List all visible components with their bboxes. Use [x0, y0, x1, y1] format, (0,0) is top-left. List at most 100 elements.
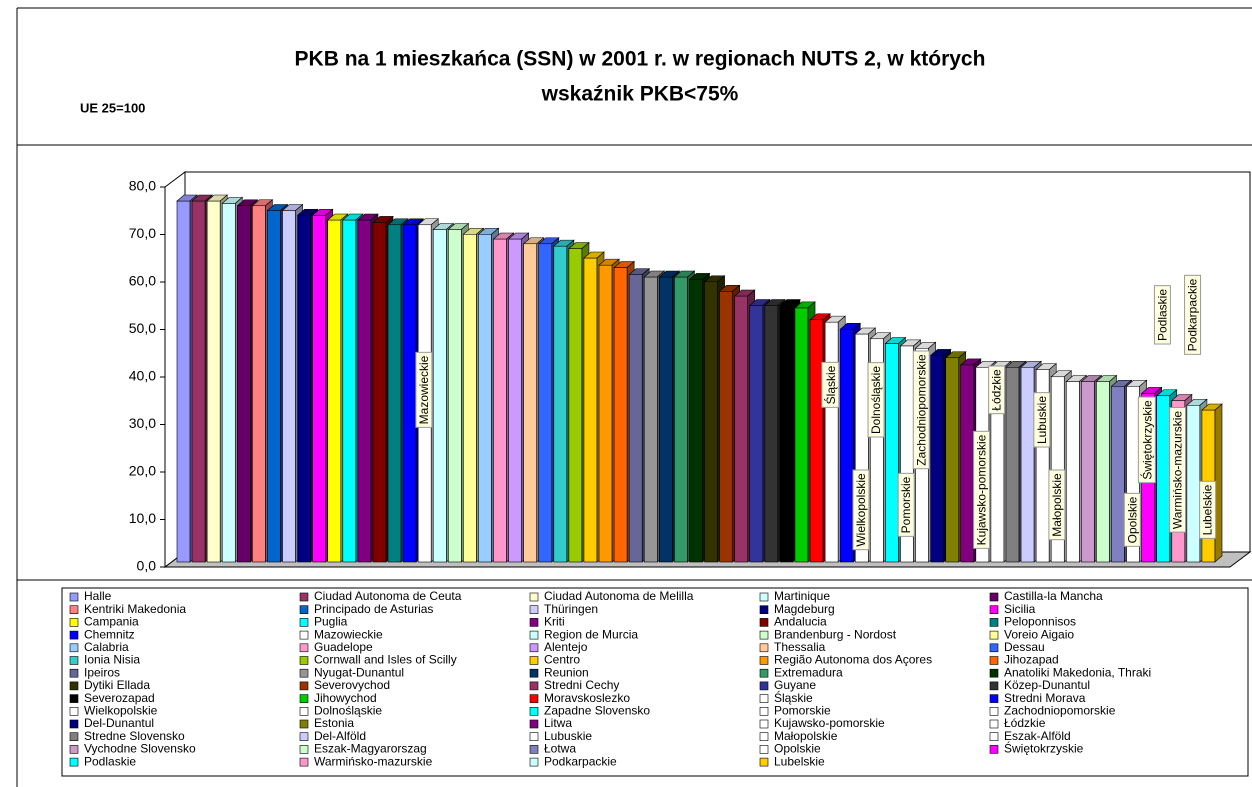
legend-label: Principado de Asturias [314, 602, 433, 616]
legend-label: Opolskie [774, 742, 821, 756]
bar [674, 276, 688, 563]
data-label-box [1168, 407, 1186, 533]
bar [764, 305, 779, 563]
legend-swatch [759, 757, 769, 767]
data-label-box [1033, 392, 1051, 448]
bar [1111, 385, 1125, 563]
legend-swatch [759, 706, 769, 716]
legend-swatch [69, 757, 79, 767]
legend-swatch [299, 592, 309, 602]
bar [704, 281, 718, 563]
y-axis-label: UE 25=100 [80, 100, 145, 115]
legend-label: Eszak-Magyarorszag [314, 742, 427, 756]
legend-swatch [299, 719, 309, 729]
y-tick-label: 80,0 [129, 178, 156, 194]
bar [643, 276, 658, 563]
data-label-box [897, 472, 915, 537]
legend-label: Magdeburg [774, 602, 835, 616]
legend-label: Ciudad Autonoma de Melilla [544, 589, 694, 603]
legend-label: Łotwa [544, 742, 576, 756]
legend-swatch [759, 630, 769, 640]
bar [267, 210, 281, 563]
legend-swatch [299, 656, 309, 665]
chart-title: PKB na 1 mieszkańca (SSN) w 2001 r. w re… [295, 48, 986, 71]
legend-swatch [529, 757, 539, 767]
legend-swatch [299, 668, 309, 678]
y-tick-label: 70,0 [129, 225, 156, 241]
bar [448, 229, 462, 563]
data-label-box [415, 351, 433, 428]
bar [176, 200, 191, 563]
legend-label: Halle [84, 589, 112, 603]
legend-swatch [759, 732, 769, 742]
legend-swatch [299, 757, 309, 767]
legend-swatch [759, 745, 769, 754]
legend-label: Calabria [84, 640, 129, 654]
legend-swatch [69, 592, 79, 602]
legend-swatch [299, 630, 309, 640]
legend-label: Ipeiros [84, 665, 120, 679]
data-label: Mazowieckie [417, 355, 431, 424]
legend-swatch [69, 681, 79, 691]
bar [297, 214, 311, 563]
legend-swatch [759, 643, 769, 653]
bar [1186, 404, 1201, 563]
legend-label: Łódzkie [1004, 716, 1046, 730]
legend-swatch [989, 592, 999, 602]
legend-label: Guyane [774, 678, 816, 692]
data-label: Dolnośląskie [869, 366, 883, 434]
bar [252, 205, 266, 563]
legend-label: Castilla-la Mancha [1004, 589, 1103, 603]
legend-label: Guadelope [314, 640, 373, 654]
bar [583, 257, 598, 563]
data-label-box [867, 362, 885, 438]
legend-swatch [759, 681, 769, 691]
legend-label: Ionia Nisia [84, 653, 140, 667]
legend-swatch [529, 656, 539, 665]
legend-swatch [529, 732, 539, 742]
legend-swatch [69, 745, 79, 754]
legend-label: Dytiki Ellada [84, 678, 150, 692]
bar [1096, 381, 1110, 563]
legend-label: Centro [544, 653, 580, 667]
legend-swatch [69, 605, 79, 615]
y-tick-label: 0,0 [137, 558, 157, 574]
legend-swatch [529, 745, 539, 754]
data-label: Małopolskie [1050, 473, 1064, 537]
bar [1065, 381, 1080, 563]
legend-swatch [759, 719, 769, 729]
legend-label: Severozapad [84, 691, 155, 705]
legend-label: Podkarpackie [544, 754, 617, 768]
bar [749, 305, 764, 563]
legend-label: Litwa [544, 716, 572, 730]
legend-swatch [989, 618, 999, 627]
legend-label: Közep-Dunantul [1004, 678, 1090, 692]
data-label: Kujawsko-pomorskie [975, 434, 989, 545]
legend-swatch [989, 668, 999, 678]
bar [930, 355, 944, 563]
legend-swatch [69, 618, 79, 627]
legend-swatch [69, 656, 79, 665]
bar [432, 229, 447, 563]
legend-label: Mazowieckie [314, 627, 383, 641]
bar [236, 205, 251, 563]
data-label: Warmińsko-mazurskie [1170, 411, 1184, 530]
bar [478, 233, 492, 563]
bar [598, 264, 613, 563]
data-label: Wielkopolskie [854, 473, 868, 547]
bar [312, 214, 327, 563]
data-label: Podkarpackie [1186, 278, 1200, 351]
y-tick-label: 20,0 [129, 463, 156, 479]
legend-label: Chemnitz [84, 627, 135, 641]
legend-label: Świętokrzyskie [1004, 741, 1084, 756]
bar [1005, 366, 1020, 563]
legend-label: Pomorskie [774, 703, 831, 717]
legend-swatch [989, 681, 999, 691]
bar [342, 219, 357, 563]
legend-label: Estonia [314, 716, 354, 730]
legend-label: Reunion [544, 665, 589, 679]
bar [508, 238, 522, 563]
data-label: Opolskie [1125, 496, 1139, 543]
legend-swatch [529, 605, 539, 615]
legend-label: Dessau [1004, 640, 1045, 654]
